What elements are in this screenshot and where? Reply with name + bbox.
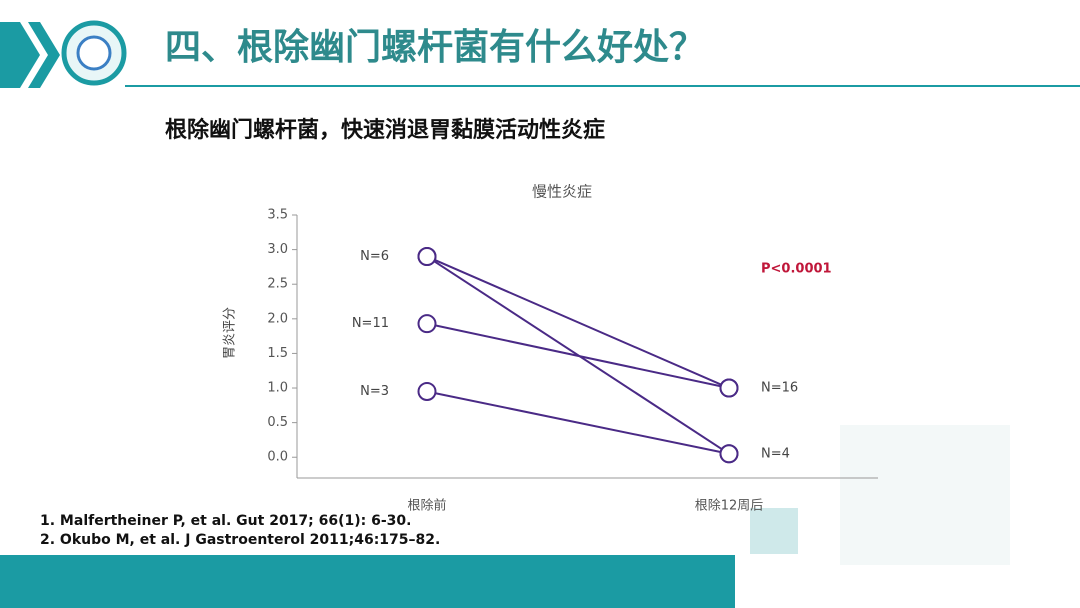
series-line <box>426 322 730 390</box>
chevron <box>28 22 60 88</box>
chart-title: 慢性炎症 <box>532 183 592 201</box>
decor <box>750 508 798 554</box>
point-marker <box>417 314 437 334</box>
y-axis-label: 胃炎评分 <box>223 307 238 359</box>
series-line <box>426 390 730 455</box>
y-tick-label: 1.5 <box>267 346 288 361</box>
footer-bar <box>0 555 735 608</box>
annotation: P<0.0001 <box>761 262 832 277</box>
x-tick-label: 根除前 <box>407 498 446 514</box>
y-tick-label: 0.5 <box>267 415 288 430</box>
point-annotation: N=3 <box>360 384 389 399</box>
point-annotation: N=16 <box>761 381 798 396</box>
point-annotation: N=6 <box>360 249 389 264</box>
reference: 2. Okubo M, et al. J Gastroenterol 2011;… <box>40 532 440 548</box>
chevron <box>0 22 40 88</box>
point-annotation: N=11 <box>352 316 389 331</box>
x-tick-label: 根除12周后 <box>695 499 764 514</box>
header-title: 四、根除幽门螺杆菌有什么好处？ <box>165 26 705 68</box>
decor <box>840 425 1010 565</box>
point-marker <box>719 444 739 464</box>
y-tick-label: 3.5 <box>267 208 288 223</box>
y-tick-label: 2.5 <box>267 277 288 292</box>
subtitle: 根除幽门螺杆菌，快速消退胃黏膜活动性炎症 <box>165 117 605 143</box>
point-marker <box>719 378 739 398</box>
point-annotation: N=4 <box>761 446 790 461</box>
reference: 1. Malfertheiner P, et al. Gut 2017; 66(… <box>40 513 412 529</box>
y-tick-label: 2.0 <box>267 311 288 326</box>
y-tick-label: 3.0 <box>267 242 288 257</box>
point-marker <box>417 381 437 401</box>
series-line <box>426 255 730 389</box>
logo-inner <box>76 35 112 71</box>
y-tick-label: 0.0 <box>267 450 288 465</box>
y-tick-label: 1.0 <box>267 381 288 396</box>
point-marker <box>417 247 437 267</box>
